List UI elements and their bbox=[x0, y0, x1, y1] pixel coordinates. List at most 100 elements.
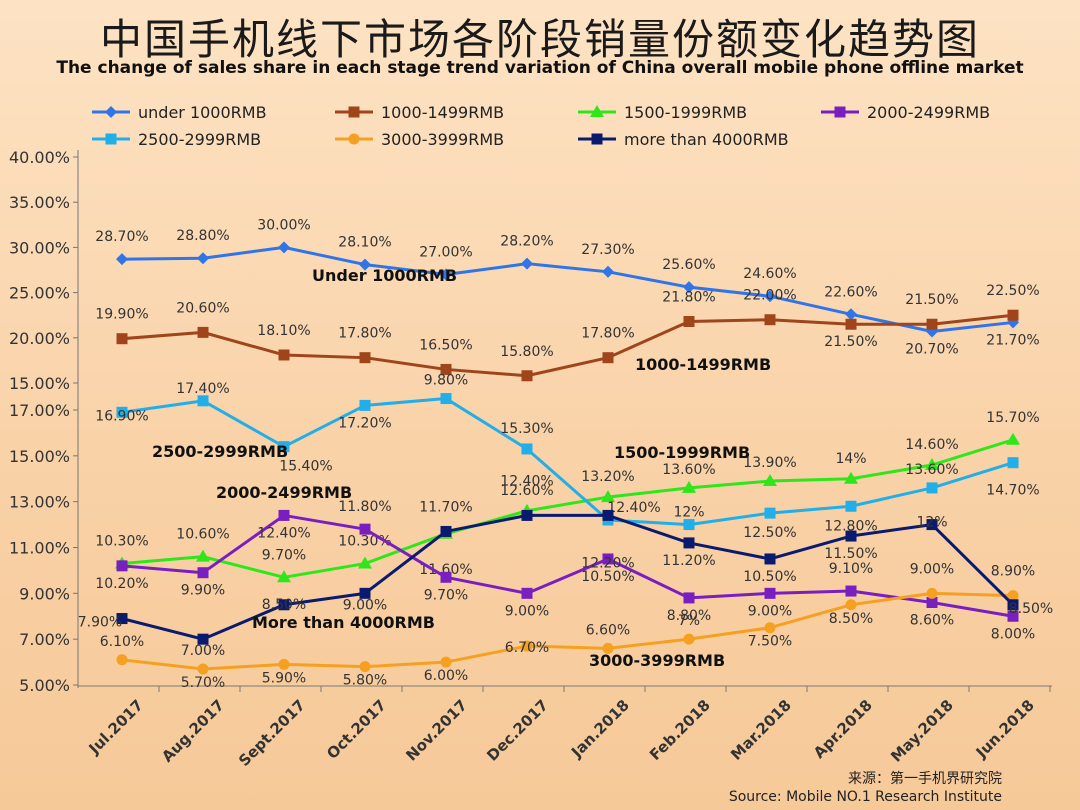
x-tick-label: Mar.2018 bbox=[727, 696, 795, 764]
data-label: 9.00% bbox=[505, 603, 549, 619]
data-point-marker bbox=[521, 370, 533, 382]
data-label: 10.50% bbox=[743, 569, 796, 585]
legend-marker bbox=[105, 133, 117, 145]
series-annotation: 1000-1499RMB bbox=[635, 355, 771, 374]
legend-marker bbox=[590, 105, 604, 117]
data-label: 12.40% bbox=[257, 525, 310, 541]
data-point-marker bbox=[277, 570, 291, 583]
data-label: 6.00% bbox=[424, 668, 468, 684]
data-point-marker bbox=[116, 560, 128, 572]
data-point-marker bbox=[683, 592, 695, 604]
series-line bbox=[121, 313, 1014, 378]
legend-entry: 3000-3999RMB bbox=[381, 130, 504, 149]
chart-title-en: The change of sales share in each stage … bbox=[56, 58, 1024, 78]
data-label: 17.40% bbox=[176, 381, 229, 397]
data-point-marker bbox=[764, 553, 776, 565]
data-point-marker bbox=[845, 308, 857, 321]
data-point-marker bbox=[197, 252, 209, 265]
data-point-marker bbox=[197, 395, 209, 407]
data-label: 12.40% bbox=[500, 473, 553, 489]
data-label: 17.80% bbox=[581, 326, 634, 342]
data-label: 15.80% bbox=[500, 344, 553, 360]
data-point-marker bbox=[926, 519, 938, 531]
legend-marker bbox=[348, 106, 360, 118]
data-label: 9.00% bbox=[910, 561, 954, 577]
data-point-marker bbox=[926, 587, 938, 599]
data-label: 12.20% bbox=[581, 555, 634, 571]
data-point-marker bbox=[845, 530, 857, 542]
data-point-marker bbox=[116, 654, 128, 666]
data-label: 21.80% bbox=[662, 290, 715, 306]
data-point-marker bbox=[764, 587, 776, 599]
data-label: 9.70% bbox=[262, 547, 306, 563]
data-label: 8.00% bbox=[991, 626, 1035, 642]
data-point-marker bbox=[278, 599, 290, 611]
data-point-marker bbox=[197, 663, 209, 675]
data-label: 7% bbox=[678, 613, 700, 629]
data-point-marker bbox=[359, 352, 371, 364]
data-label: 5.90% bbox=[262, 670, 306, 686]
x-tick-label: Jun.2018 bbox=[972, 696, 1038, 762]
data-label: 6.10% bbox=[100, 634, 144, 650]
data-point-marker bbox=[359, 587, 371, 599]
data-point-marker bbox=[116, 613, 128, 625]
data-label: 21.50% bbox=[824, 334, 877, 350]
data-point-marker bbox=[278, 349, 290, 361]
x-tick-label: Nov.2017 bbox=[402, 696, 471, 765]
data-label: 12% bbox=[673, 505, 704, 521]
data-label: 13.60% bbox=[662, 462, 715, 478]
data-point-marker bbox=[278, 509, 290, 521]
data-point-marker bbox=[683, 281, 695, 294]
data-point-marker bbox=[683, 537, 695, 549]
data-label: 14.60% bbox=[905, 437, 958, 453]
data-label: 16.50% bbox=[419, 337, 472, 353]
data-label: 9.00% bbox=[748, 603, 792, 619]
data-label: 11.20% bbox=[662, 553, 715, 569]
data-point-marker bbox=[521, 587, 533, 599]
y-tick-label: 15.00% bbox=[9, 374, 70, 393]
series-line bbox=[121, 591, 1014, 671]
y-tick-label: 30.00% bbox=[9, 238, 70, 257]
data-label: 12.50% bbox=[743, 525, 796, 541]
data-label: 27.30% bbox=[581, 242, 634, 258]
data-point-marker bbox=[683, 633, 695, 645]
data-point-marker bbox=[1007, 457, 1019, 469]
data-point-marker bbox=[845, 599, 857, 611]
data-point-marker bbox=[602, 509, 614, 521]
data-label: 11.70% bbox=[419, 499, 472, 515]
data-point-marker bbox=[1007, 610, 1019, 622]
data-label: 16.90% bbox=[95, 408, 148, 424]
data-label: 8.50% bbox=[262, 597, 306, 613]
legend-entry: 1500-1999RMB bbox=[624, 103, 747, 122]
data-point-marker bbox=[926, 482, 938, 494]
x-tick-label: Aug.2017 bbox=[158, 696, 228, 766]
data-point-marker bbox=[845, 500, 857, 512]
data-label: 18.10% bbox=[257, 323, 310, 339]
data-label: 13.90% bbox=[743, 455, 796, 471]
data-label: 20.70% bbox=[905, 341, 958, 357]
data-point-marker bbox=[358, 556, 372, 569]
series-annotation: More than 4000RMB bbox=[252, 613, 435, 632]
data-point-marker bbox=[116, 406, 128, 418]
data-point-marker bbox=[278, 441, 290, 453]
data-point-marker bbox=[602, 352, 614, 364]
data-label: 10.30% bbox=[95, 534, 148, 550]
data-label: 9.70% bbox=[424, 587, 468, 603]
data-label: 15.30% bbox=[500, 421, 553, 437]
data-label: 5.80% bbox=[343, 673, 387, 689]
data-label: 11.60% bbox=[419, 562, 472, 578]
data-point-marker bbox=[440, 363, 452, 375]
data-point-marker bbox=[440, 393, 452, 405]
data-label: 24.60% bbox=[743, 266, 796, 282]
data-label: 15.70% bbox=[986, 410, 1039, 426]
source-note: 来源：第一手机界研究院 Source: Mobile NO.1 Research… bbox=[729, 770, 1002, 806]
series-line bbox=[121, 513, 1015, 641]
legend-marker bbox=[348, 133, 360, 145]
y-tick-label: 17.00% bbox=[9, 401, 70, 420]
data-point-marker bbox=[602, 265, 614, 278]
data-point-marker bbox=[926, 318, 938, 330]
legend-entry: more than 4000RMB bbox=[624, 130, 789, 149]
data-point-marker bbox=[359, 399, 371, 411]
data-point-marker bbox=[440, 656, 452, 668]
legend-marker bbox=[591, 133, 603, 145]
